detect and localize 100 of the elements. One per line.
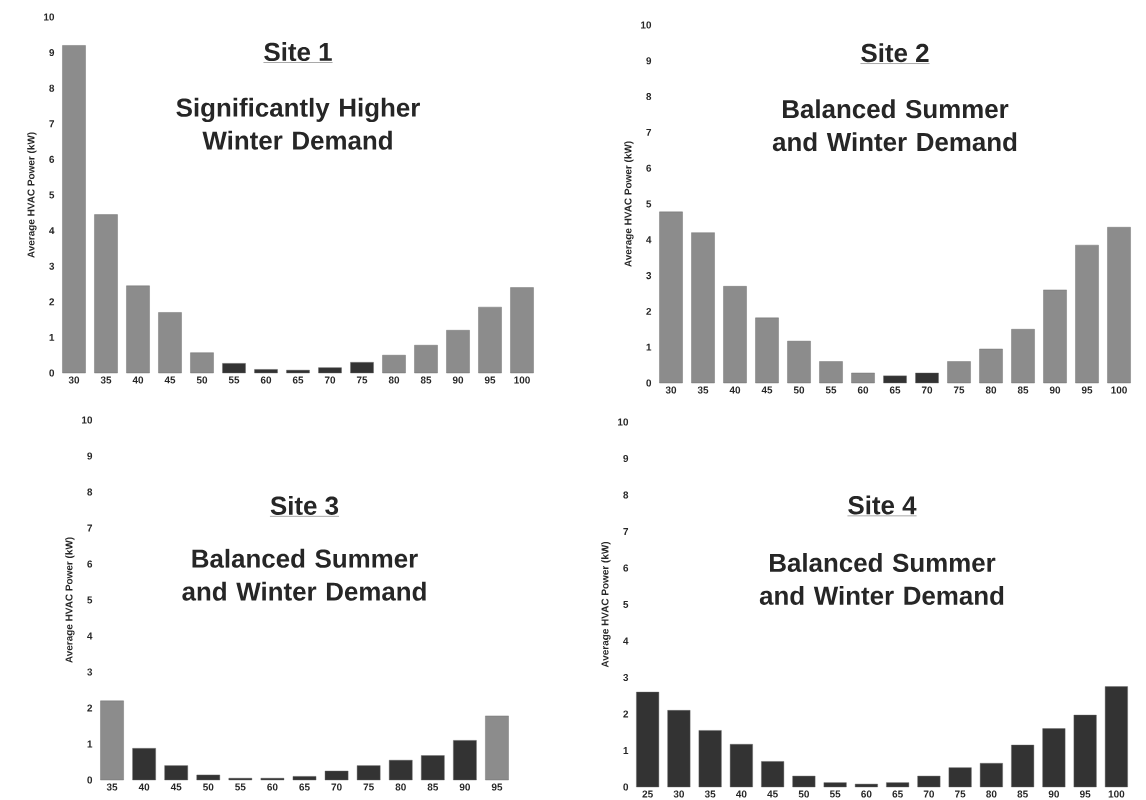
- bar: [100, 700, 124, 781]
- x-tick-label: 70: [331, 783, 342, 791]
- x-tick-label: 45: [761, 386, 773, 394]
- x-tick-label: 70: [324, 376, 336, 384]
- text: Site 4: [848, 495, 917, 515]
- x-tick-label: 65: [892, 790, 903, 798]
- x-tick-label: 80: [986, 790, 997, 798]
- y-axis-title: Average HVAC Power (kW): [27, 132, 37, 258]
- y-tick-label: 5: [87, 596, 93, 604]
- x-tick-label: 95: [1079, 790, 1091, 798]
- x-tick-label: 95: [484, 376, 496, 384]
- x-tick-label: 45: [164, 376, 176, 384]
- y-tick-label: 5: [623, 601, 629, 608]
- bar: [126, 285, 150, 374]
- x-tick-label: 35: [106, 783, 118, 791]
- x-tick-label: 85: [427, 783, 439, 791]
- y-tick-label: 7: [646, 128, 652, 136]
- y-tick-label: 9: [646, 57, 652, 65]
- x-tick-label: 65: [292, 376, 304, 384]
- x-tick-label: 100: [514, 376, 530, 384]
- x-tick-label: 80: [395, 783, 406, 791]
- x-tick-label: 65: [889, 386, 901, 394]
- x-tick-label: 40: [132, 376, 144, 384]
- text: Balanced Summer and Winter Demand: [182, 548, 426, 601]
- bar: [94, 214, 118, 374]
- y-tick-label: 8: [646, 93, 652, 101]
- text: Site 1: [264, 42, 332, 62]
- x-tick-label: 60: [861, 790, 872, 798]
- x-tick-label: 60: [857, 386, 869, 394]
- x-tick-label: 50: [798, 790, 810, 798]
- y-tick-label: 8: [623, 491, 629, 499]
- bar: [350, 362, 374, 374]
- y-tick-label: 3: [623, 673, 629, 682]
- bar: [254, 369, 278, 374]
- x-tick-label: 80: [985, 386, 997, 394]
- bar: [446, 330, 470, 374]
- x-tick-label: 50: [793, 386, 805, 394]
- x-tick-label: 75: [953, 386, 965, 394]
- bar: [132, 748, 156, 781]
- y-tick-label: 6: [623, 564, 629, 572]
- x-tick-label: 90: [452, 376, 464, 384]
- bar: [1107, 227, 1131, 384]
- bar: [421, 755, 445, 781]
- bar: [691, 232, 715, 384]
- y-tick-label: 4: [49, 227, 55, 235]
- y-tick-label: 6: [49, 155, 55, 163]
- bar: [851, 372, 875, 384]
- bar: [62, 45, 86, 374]
- x-tick-label: 35: [704, 790, 716, 798]
- y-tick-label: 3: [646, 272, 652, 280]
- x-tick-label: 100: [1111, 386, 1127, 394]
- bar: [453, 740, 477, 781]
- bar: [819, 361, 843, 384]
- y-tick-label: 10: [641, 21, 652, 29]
- bar: [1011, 744, 1035, 788]
- y-axis-title: Average HVAC Power (kW): [65, 537, 75, 663]
- y-tick-label: 0: [49, 369, 55, 377]
- x-tick-label: 65: [299, 783, 310, 791]
- x-tick-label: 45: [767, 790, 778, 798]
- y-tick-label: 2: [646, 307, 652, 315]
- x-tick-label: 55: [825, 386, 837, 394]
- y-tick-label: 0: [87, 776, 93, 784]
- x-tick-label: 75: [356, 376, 368, 384]
- x-tick-label: 50: [196, 376, 208, 384]
- bar: [1042, 728, 1066, 788]
- x-tick-label: 25: [642, 790, 653, 798]
- x-tick-label: 95: [491, 783, 503, 791]
- y-tick-label: 8: [49, 84, 55, 92]
- y-tick-label: 10: [82, 416, 93, 424]
- bar: [164, 765, 188, 781]
- x-tick-label: 40: [729, 386, 741, 394]
- text: Site 3: [270, 495, 339, 515]
- y-tick-label: 8: [87, 488, 93, 496]
- y-tick-label: 3: [87, 668, 93, 676]
- bar: [382, 355, 406, 374]
- bar: [979, 763, 1003, 788]
- y-tick-label: 5: [646, 200, 652, 208]
- y-tick-label: 0: [646, 379, 652, 387]
- bar: [158, 312, 182, 374]
- bar: [886, 782, 910, 788]
- bar: [414, 345, 438, 374]
- x-tick-label: 45: [170, 783, 182, 791]
- bar: [854, 783, 878, 788]
- y-tick-label: 2: [87, 704, 93, 712]
- x-tick-label: 40: [736, 790, 747, 798]
- y-tick-label: 0: [623, 783, 629, 791]
- bar: [1075, 244, 1099, 384]
- bar: [190, 352, 214, 374]
- bar: [1011, 329, 1035, 384]
- y-tick-label: 6: [646, 164, 652, 172]
- bar: [636, 691, 660, 788]
- x-tick-label: 80: [388, 376, 400, 384]
- x-tick-label: 90: [1048, 790, 1060, 798]
- bar: [1043, 289, 1067, 384]
- x-tick-label: 60: [267, 783, 278, 791]
- bar: [883, 375, 907, 384]
- bar: [979, 348, 1003, 384]
- bar: [292, 776, 317, 781]
- bar: [324, 770, 349, 781]
- y-tick-label: 7: [49, 120, 55, 128]
